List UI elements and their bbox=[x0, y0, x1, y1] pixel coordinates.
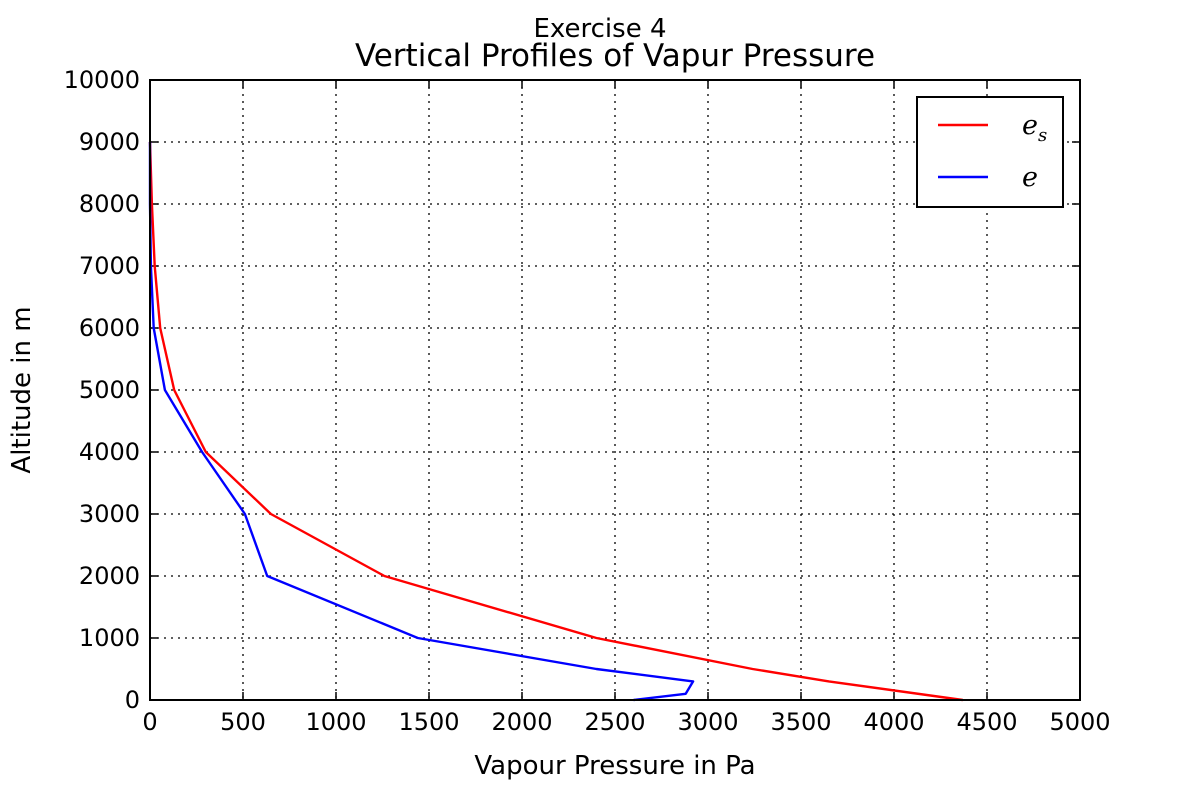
x-tick-label: 4000 bbox=[863, 708, 924, 736]
plot-area-frame bbox=[149, 79, 1081, 701]
x-tick-label: 500 bbox=[220, 708, 266, 736]
x-tick-label: 2000 bbox=[491, 708, 552, 736]
y-tick-label: 9000 bbox=[79, 128, 140, 156]
y-axis-label: Altitude in m bbox=[7, 306, 37, 473]
y-tick-label: 5000 bbox=[79, 376, 140, 404]
y-tick-label: 2000 bbox=[79, 562, 140, 590]
series-line-es bbox=[148, 141, 963, 702]
x-tick-label: 3500 bbox=[770, 708, 831, 736]
y-tick-label: 7000 bbox=[79, 252, 140, 280]
legend-label: es bbox=[1022, 110, 1047, 146]
legend: es e bbox=[916, 96, 1064, 208]
chart-title: Vertical Profiles of Vapur Pressure bbox=[355, 38, 875, 74]
axis-ticks: 0 500 1000 1500 2000 2500 3000 3500 4000 4500 5000… bbox=[64, 66, 1111, 736]
legend-box bbox=[916, 96, 1064, 208]
y-tick-label: 0 bbox=[125, 686, 140, 714]
x-tick-label: 1000 bbox=[305, 708, 366, 736]
x-tick-label: 3000 bbox=[677, 708, 738, 736]
series-lines bbox=[148, 141, 963, 702]
y-tick-label: 1000 bbox=[79, 624, 140, 652]
chart-suptitle: Exercise 4 bbox=[534, 14, 667, 44]
legend-label: e bbox=[1022, 162, 1038, 193]
y-tick-label: 10000 bbox=[64, 66, 140, 94]
x-tick-label: 2500 bbox=[584, 708, 645, 736]
x-tick-label: 5000 bbox=[1049, 708, 1110, 736]
series-line-e bbox=[148, 142, 695, 702]
y-tick-label: 3000 bbox=[79, 500, 140, 528]
x-axis-label: Vapour Pressure in Pa bbox=[474, 751, 755, 781]
y-tick-label: 4000 bbox=[79, 438, 140, 466]
y-tick-label: 8000 bbox=[79, 190, 140, 218]
x-tick-label: 4500 bbox=[956, 708, 1017, 736]
y-tick-label: 6000 bbox=[79, 314, 140, 342]
grid bbox=[150, 80, 1080, 700]
x-tick-label: 0 bbox=[142, 708, 157, 736]
x-tick-label: 1500 bbox=[398, 708, 459, 736]
